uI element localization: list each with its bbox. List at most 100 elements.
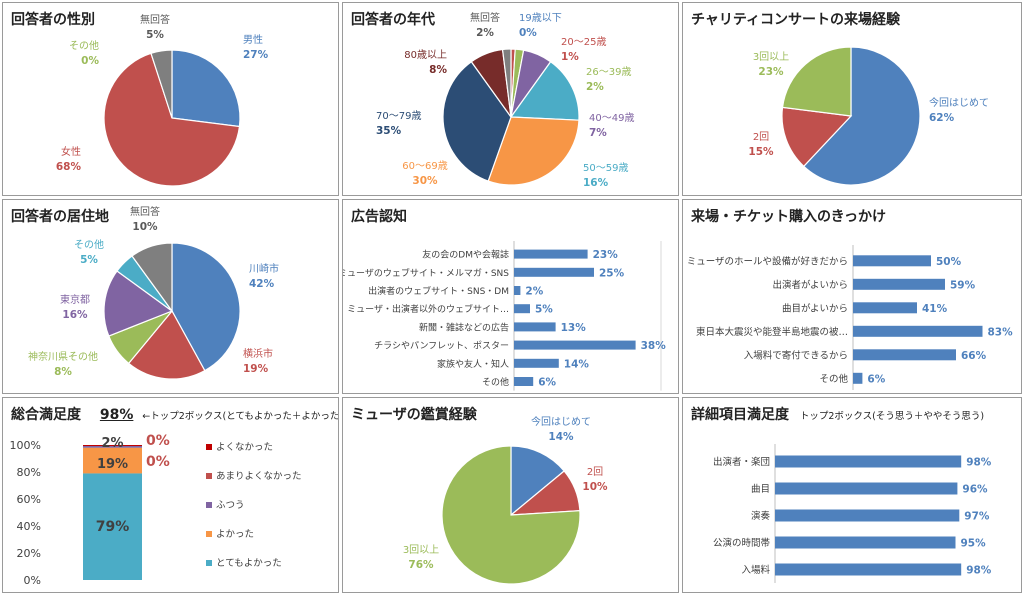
chart-title: 回答者の性別 <box>11 12 95 28</box>
bar <box>775 563 962 576</box>
legend-marker <box>206 473 212 479</box>
bar-value-label: 14% <box>564 358 590 370</box>
pie-slice <box>509 60 580 121</box>
bar-chart-ads: 友の会のDMや会報誌 23% ミューザのウェブサイト・メルマガ・SNS 25% 出演者の… <box>343 241 667 391</box>
pie-slice <box>103 270 174 337</box>
slice-percent: 23% <box>758 66 784 78</box>
chart-note: ←トップ2ボックス(とてもよかった＋よかった) <box>142 411 339 422</box>
category-label: 入場料 <box>741 564 770 576</box>
panel-detail: 詳細項目満足度 トップ2ボックス(そう思う＋ややそう思う) 出演者・楽団 98% 曲… <box>682 397 1022 593</box>
segment-value-label: 0% <box>146 454 170 470</box>
bar-chart-detail: 出演者・楽団 98% 曲目 96% 演奏 97% 公演の時間帯 95% 入場料 98% <box>713 444 992 583</box>
bar-value-label: 38% <box>641 340 667 352</box>
stacked-segment <box>83 473 142 580</box>
legend-marker <box>206 531 212 537</box>
slice-percent: 27% <box>243 49 269 61</box>
slice-percent: 7% <box>589 127 607 139</box>
pie-slice <box>131 242 173 313</box>
category-label: ミューザ・出演者以外のウェブサイト… <box>347 303 509 315</box>
slice-percent: 0% <box>519 27 537 39</box>
headline-value: 98% <box>99 407 134 423</box>
bar-value-label: 23% <box>593 249 619 261</box>
bar <box>514 267 594 277</box>
chart-title: 詳細項目満足度 トップ2ボックス(そう思う＋ややそう思う) <box>691 404 984 424</box>
category-label: ミューザのウェブサイト・メルマガ・SNS <box>343 267 509 279</box>
pie-chart-muza: 今回はじめて 14% 2回 10% 3回以上 76% <box>403 415 608 585</box>
stacked-segment <box>83 445 142 448</box>
bar-value-label: 2% <box>525 286 543 298</box>
panel-residence: 回答者の居住地 川崎市 42% 横浜市 19% 神奈川県その他 8% 東京都 16% その他 5%… <box>2 199 339 394</box>
slice-label: 2回 <box>753 131 769 143</box>
slice-label: その他 <box>69 39 99 52</box>
y-tick-label: 0% <box>24 574 41 587</box>
bar <box>853 278 945 290</box>
bar <box>514 286 521 295</box>
slice-percent: 16% <box>583 177 609 189</box>
slice-label: 川崎市 <box>249 262 279 275</box>
pie-chart-visits: 今回はじめて 62% 2回 15% 3回以上 23% <box>748 46 989 186</box>
category-label: 新聞・雑誌などの広告 <box>419 321 509 333</box>
pie-slice <box>510 445 566 517</box>
slice-percent: 5% <box>80 254 98 266</box>
category-label: 出演者がよいから <box>772 279 848 291</box>
slice-label: 東京都 <box>60 293 90 306</box>
bar-value-label: 41% <box>922 303 948 315</box>
legend-label: よかった <box>216 529 254 540</box>
slice-label: 3回以上 <box>753 51 789 63</box>
category-label: 東日本大震災や能登半島地震の被… <box>696 326 848 338</box>
slice-percent: 10% <box>132 221 158 233</box>
slice-percent: 62% <box>929 112 955 124</box>
category-label: その他 <box>482 376 509 388</box>
bar-value-label: 59% <box>950 279 976 291</box>
legend-marker <box>206 444 212 450</box>
category-label: 曲目 <box>751 484 770 495</box>
y-tick-label: 100% <box>10 439 41 452</box>
bar <box>514 304 530 314</box>
bar-value-label: 6% <box>867 373 885 385</box>
chart-title-text: 詳細項目満足度 <box>691 407 789 423</box>
pie-slice <box>442 60 512 182</box>
pie-chart-gender: 男性 27% 女性 68% その他 0% 無回答 5% <box>56 13 269 187</box>
slice-label: 40～49歳 <box>589 112 634 124</box>
slice-label: 70～79歳 <box>376 110 421 122</box>
pie-slice <box>150 49 173 119</box>
category-label: ミューザのホールや設備が好きだから <box>687 255 848 267</box>
panel-muza: ミューザの鑑賞経験 今回はじめて 14% 2回 10% 3回以上 76% <box>342 397 679 593</box>
slice-label: 80歳以上 <box>404 49 447 61</box>
chart-note: トップ2ボックス(そう思う＋ややそう思う) <box>799 411 985 422</box>
bar-value-label: 96% <box>962 484 988 496</box>
pie-slice <box>501 48 512 118</box>
bar <box>775 509 960 522</box>
y-tick-label: 80% <box>17 466 41 479</box>
slice-percent: 42% <box>249 278 275 290</box>
category-label: 出演者・楽団 <box>713 456 770 468</box>
category-label: 入場料で寄付できるから <box>744 349 848 361</box>
y-tick-label: 60% <box>17 493 41 506</box>
panel-age: 回答者の年代 19歳以下 0% 20～25歳 1% 26～39歳 2% 40～49歳 7% 50… <box>342 2 679 196</box>
slice-percent: 2% <box>476 27 494 39</box>
slice-label: 60～69歳 <box>402 160 447 172</box>
pie-slice <box>441 445 581 585</box>
pie-slice <box>781 46 852 117</box>
slice-percent: 0% <box>81 55 99 67</box>
slice-percent: 30% <box>412 175 438 187</box>
category-label: 友の会のDMや会報誌 <box>422 249 509 261</box>
chart-title: ミューザの鑑賞経験 <box>351 407 477 423</box>
slice-percent: 14% <box>548 431 574 443</box>
panel-motive: 来場・チケット購入のきっかけ ミューザのホールや設備が好きだから 50% 出演者がよ… <box>682 199 1022 394</box>
slice-percent: 35% <box>376 125 402 137</box>
bar-value-label: 5% <box>535 304 553 316</box>
pie-slice <box>103 52 241 187</box>
category-label: 演奏 <box>751 510 771 522</box>
bar <box>853 325 983 337</box>
chart-title: チャリティコンサートの来場経験 <box>691 12 901 28</box>
bar-value-label: 98% <box>966 457 992 469</box>
stacked-segment <box>83 447 142 474</box>
slice-label: 無回答 <box>470 11 500 24</box>
bar <box>853 255 931 267</box>
bar-chart-motive: ミューザのホールや設備が好きだから 50% 出演者がよいから 59% 曲目がよいから 41… <box>687 245 1013 390</box>
slice-percent: 5% <box>146 29 164 41</box>
bar <box>514 340 636 350</box>
slice-percent: 10% <box>582 481 608 493</box>
slice-percent: 2% <box>586 81 604 93</box>
